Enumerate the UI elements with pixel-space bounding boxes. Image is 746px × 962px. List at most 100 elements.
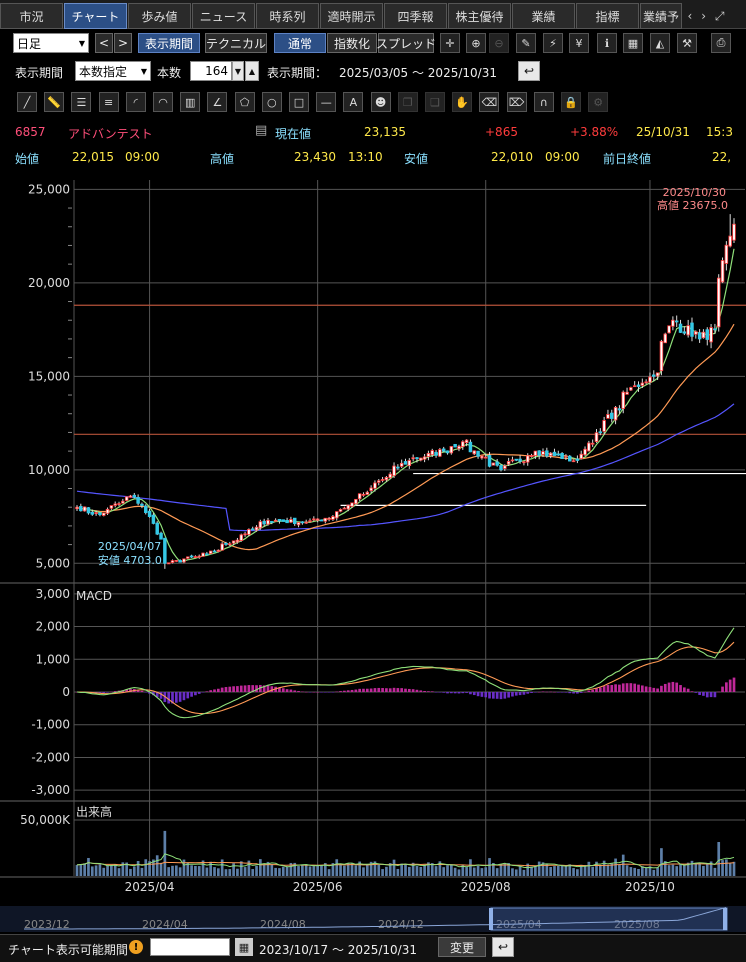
y-tick-label: 5,000 xyxy=(36,556,70,570)
macd-histogram-bar xyxy=(262,685,266,692)
document-icon[interactable]: ▤ xyxy=(255,123,268,138)
my-chart-icon[interactable]: ▦ xyxy=(623,33,643,53)
circle-icon[interactable]: ○ xyxy=(261,92,282,112)
gann-icon[interactable]: ▥ xyxy=(180,92,201,112)
volume-bar xyxy=(725,859,728,876)
candle xyxy=(629,387,633,391)
crosshair-icon[interactable]: ✛ xyxy=(440,33,460,53)
count-input[interactable]: 164 xyxy=(190,61,232,81)
volume-bar xyxy=(255,865,258,876)
count-up-icon[interactable]: ▲ xyxy=(245,61,259,81)
yen-icon[interactable]: ¥ xyxy=(569,33,589,53)
paste-icon[interactable]: ❑ xyxy=(425,92,445,112)
volume-bar xyxy=(427,862,430,876)
prev-button[interactable]: < xyxy=(95,33,113,53)
eraser-all-icon[interactable]: ⌦ xyxy=(506,92,527,112)
technical-button[interactable]: テクニカル xyxy=(205,33,267,53)
macd-histogram-bar xyxy=(465,692,468,693)
count-down-icon[interactable]: ▼ xyxy=(232,61,244,81)
tab-4[interactable]: 時系列 xyxy=(256,3,319,29)
candle xyxy=(239,534,243,541)
fan-icon[interactable]: ◜ xyxy=(125,92,146,112)
tab-0[interactable]: 市況 xyxy=(0,3,63,29)
reset-icon[interactable]: ↩ xyxy=(492,937,514,957)
ruler-icon[interactable]: 📏 xyxy=(44,92,65,112)
macd-histogram-bar xyxy=(705,692,709,698)
candle xyxy=(613,407,618,421)
area-chart-icon[interactable]: ◭ xyxy=(650,33,670,53)
reset-icon[interactable]: ↩ xyxy=(518,61,540,81)
macd-histogram-bar xyxy=(407,688,411,692)
macd-histogram-bar xyxy=(304,691,308,693)
candle xyxy=(75,506,79,510)
arc-icon[interactable]: ◠ xyxy=(153,92,173,112)
candle xyxy=(250,528,255,531)
tab-10[interactable]: 業績予 xyxy=(640,3,682,29)
calendar-icon[interactable]: ▦ xyxy=(235,938,253,956)
text-icon[interactable]: A xyxy=(343,92,364,112)
pentagon-icon[interactable]: ⬠ xyxy=(234,92,255,112)
candle xyxy=(522,461,526,464)
angle-icon[interactable]: ∠ xyxy=(207,92,228,112)
lock-icon[interactable]: 🔒 xyxy=(561,92,581,112)
chevron-left-icon[interactable]: ‹ xyxy=(687,9,693,23)
volume-bar xyxy=(663,861,667,876)
period-mode-select[interactable]: 本数指定 ▼ xyxy=(75,61,151,81)
info-icon[interactable]: ℹ xyxy=(597,33,617,53)
volume-bar xyxy=(197,866,201,876)
fibonacci-icon[interactable]: ≡ xyxy=(98,92,119,112)
hand-icon[interactable]: ✋ xyxy=(452,92,473,112)
candle xyxy=(369,487,373,492)
chevron-right-icon[interactable]: › xyxy=(701,9,706,23)
open-time: 09:00 xyxy=(125,150,160,164)
wrench-icon[interactable]: ⚒ xyxy=(677,33,697,53)
hline-icon[interactable]: — xyxy=(316,92,337,112)
volume-bar xyxy=(694,862,698,876)
volume-bar xyxy=(465,867,468,876)
tab-5[interactable]: 適時開示 xyxy=(320,3,383,29)
rectangle-icon[interactable]: □ xyxy=(289,92,309,112)
signal-icon[interactable]: ⚡ xyxy=(543,33,563,53)
zoom-in-icon[interactable]: ⊕ xyxy=(466,33,486,53)
settings-icon[interactable]: ⚙ xyxy=(588,92,609,112)
price-time: 15:3 xyxy=(706,125,733,139)
candle xyxy=(220,543,224,551)
tab-8[interactable]: 業績 xyxy=(512,3,575,29)
display-period-button[interactable]: 表示期間 xyxy=(138,33,200,53)
candle xyxy=(579,453,583,459)
expand-icon[interactable]: ⤢ xyxy=(714,8,725,23)
tab-2[interactable]: 歩み値 xyxy=(128,3,191,29)
icon-stamp-icon[interactable]: ☻ xyxy=(370,92,391,112)
tab-9[interactable]: 指標 xyxy=(576,3,639,29)
tab-6[interactable]: 四季報 xyxy=(384,3,447,29)
y-tick-label: 10,000 xyxy=(28,463,70,477)
candle xyxy=(686,325,690,336)
navigator-label: 2024/12 xyxy=(378,918,424,931)
normal-button[interactable]: 通常 xyxy=(274,33,326,53)
candle xyxy=(625,391,629,395)
magnet-icon[interactable]: ∩ xyxy=(533,92,554,112)
change-button[interactable]: 変更 xyxy=(438,937,486,957)
candle xyxy=(117,503,121,505)
candle xyxy=(182,558,186,563)
volume-bar xyxy=(446,865,449,876)
next-button[interactable]: > xyxy=(114,33,132,53)
tab-1[interactable]: チャート xyxy=(64,3,127,29)
print-icon[interactable]: ⎙ xyxy=(711,33,731,53)
index-button[interactable]: 指数化 xyxy=(327,33,377,53)
spread-button[interactable]: スプレッド xyxy=(376,33,436,53)
tab-3[interactable]: ニュース xyxy=(192,3,255,29)
copy-icon[interactable]: ❐ xyxy=(397,92,418,112)
period-start-input[interactable] xyxy=(150,938,230,956)
volume-bar xyxy=(174,865,178,876)
volume-bar xyxy=(236,868,239,876)
trendline-icon[interactable]: ╱ xyxy=(17,92,37,112)
eraser-icon[interactable]: ⌫ xyxy=(479,92,500,112)
period-select[interactable]: 日足 ▼ xyxy=(13,33,89,53)
tab-7[interactable]: 株主優待 xyxy=(448,3,511,29)
pencil-icon[interactable]: ✎ xyxy=(516,33,536,53)
parallel-lines-icon[interactable]: ☰ xyxy=(71,92,92,112)
zoom-out-icon[interactable]: ⊖ xyxy=(489,33,509,53)
volume-bar xyxy=(216,868,220,876)
